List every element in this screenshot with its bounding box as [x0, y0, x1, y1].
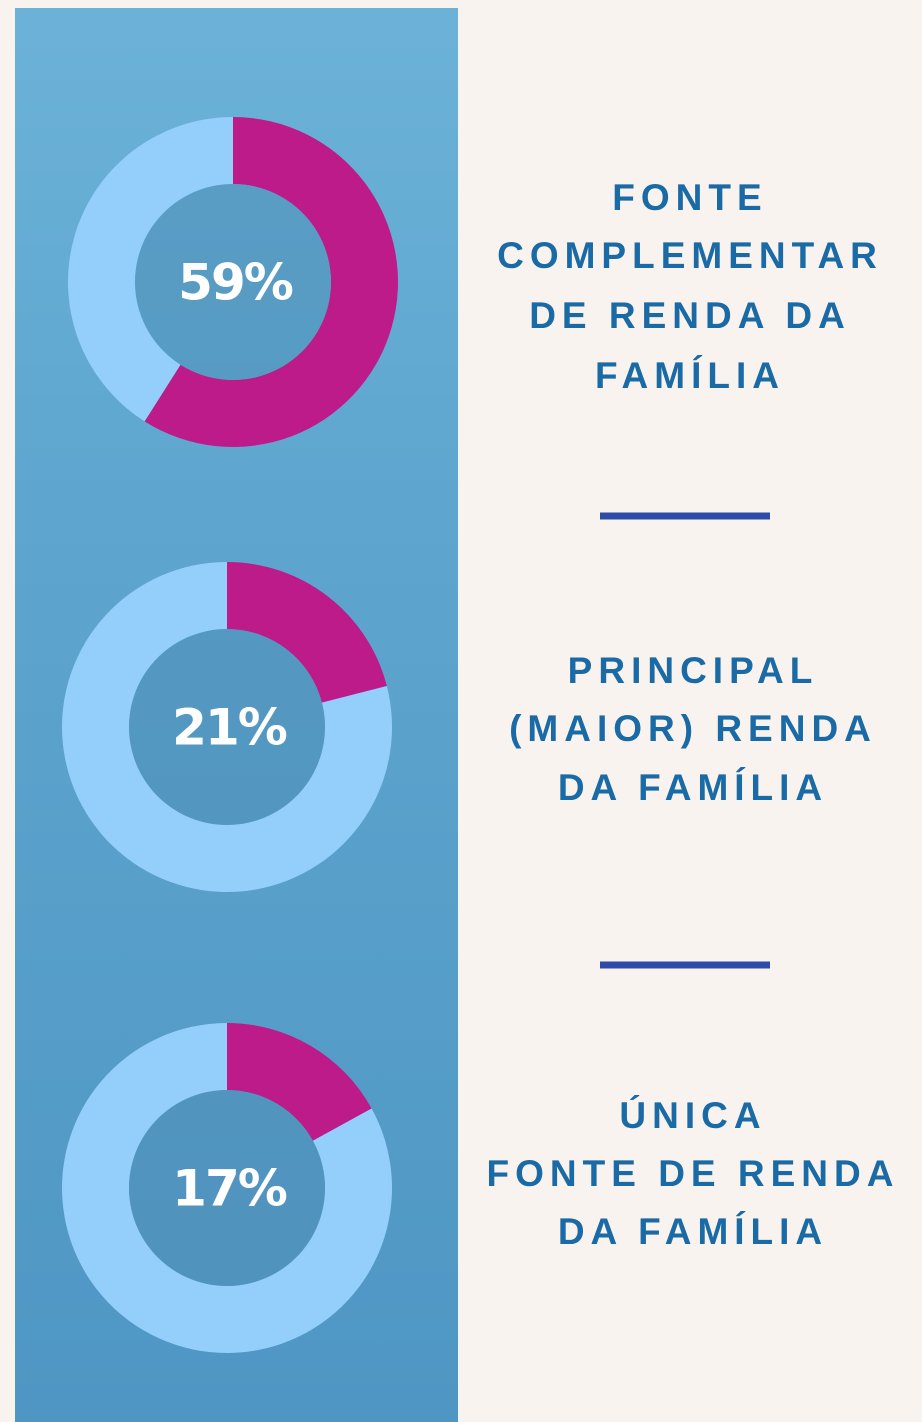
value-label: 21%	[172, 699, 287, 757]
donut-segment	[67, 117, 233, 422]
donut-hole	[129, 629, 325, 825]
donut-hole	[129, 1090, 325, 1286]
caption-line: DA FAMÍLIA	[558, 767, 828, 808]
caption-line: COMPLEMENTAR	[497, 235, 883, 276]
donut-segment	[227, 1023, 372, 1141]
value-label: 17%	[172, 1160, 287, 1218]
caption-line: DA FAMÍLIA	[558, 1211, 828, 1252]
caption-line: ÚNICA	[619, 1094, 766, 1136]
donut-segment	[61, 561, 392, 892]
caption-line: FAMÍLIA	[595, 355, 785, 396]
value-label: 59%	[178, 254, 293, 312]
donut-segment	[227, 562, 387, 703]
caption-line: DE RENDA DA	[529, 295, 851, 336]
donut-segment	[144, 117, 398, 447]
caption-line: (MAIOR) RENDA	[509, 708, 877, 749]
donut-segment	[62, 1023, 393, 1353]
caption-line: FONTE DE RENDA	[487, 1153, 900, 1194]
caption-line: FONTE	[612, 177, 767, 218]
caption-line: PRINCIPAL	[568, 650, 819, 691]
donut-hole	[135, 184, 331, 380]
